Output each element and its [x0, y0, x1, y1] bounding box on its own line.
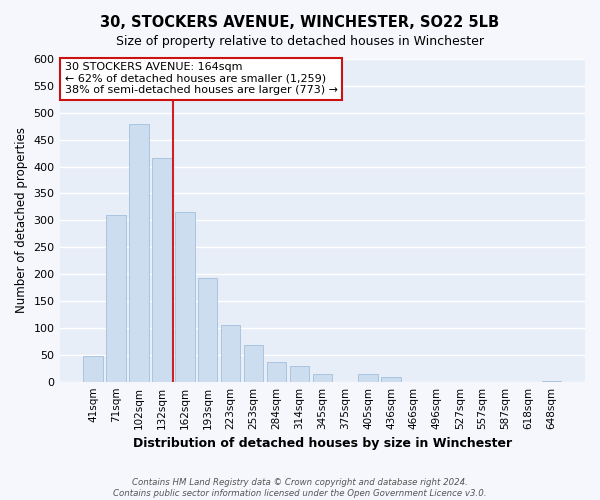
- Text: 30 STOCKERS AVENUE: 164sqm
← 62% of detached houses are smaller (1,259)
38% of s: 30 STOCKERS AVENUE: 164sqm ← 62% of deta…: [65, 62, 338, 96]
- Bar: [83, 356, 103, 382]
- Bar: [175, 212, 194, 382]
- Text: 30, STOCKERS AVENUE, WINCHESTER, SO22 5LB: 30, STOCKERS AVENUE, WINCHESTER, SO22 5L…: [100, 15, 500, 30]
- X-axis label: Distribution of detached houses by size in Winchester: Distribution of detached houses by size …: [133, 437, 512, 450]
- Bar: [198, 278, 217, 382]
- Bar: [290, 366, 309, 382]
- Bar: [244, 344, 263, 382]
- Text: Size of property relative to detached houses in Winchester: Size of property relative to detached ho…: [116, 35, 484, 48]
- Bar: [152, 158, 172, 382]
- Bar: [358, 374, 378, 382]
- Bar: [267, 362, 286, 382]
- Bar: [381, 378, 401, 382]
- Bar: [313, 374, 332, 382]
- Bar: [542, 380, 561, 382]
- Bar: [106, 215, 126, 382]
- Y-axis label: Number of detached properties: Number of detached properties: [15, 128, 28, 314]
- Bar: [221, 325, 241, 382]
- Bar: [129, 124, 149, 382]
- Text: Contains HM Land Registry data © Crown copyright and database right 2024.
Contai: Contains HM Land Registry data © Crown c…: [113, 478, 487, 498]
